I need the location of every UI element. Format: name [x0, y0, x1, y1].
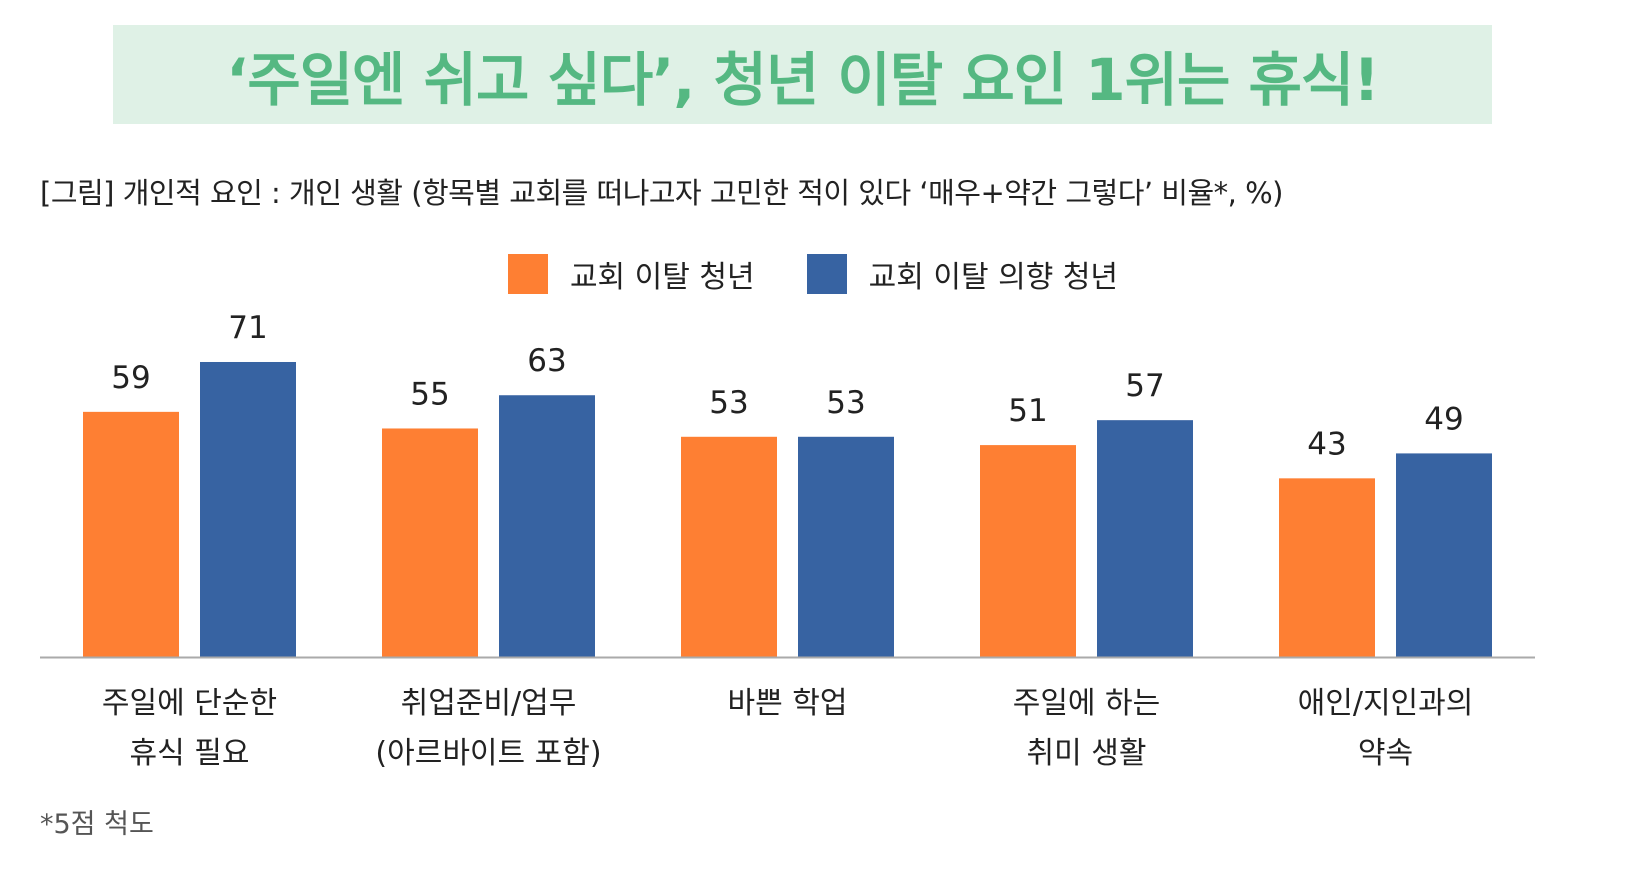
title-banner: ‘주일엔 쉬고 싶다’, 청년 이탈 요인 1위는 휴식!	[113, 25, 1492, 124]
bar	[1279, 478, 1375, 657]
data-label: 59	[111, 360, 150, 396]
data-label: 43	[1307, 426, 1346, 462]
data-label: 57	[1125, 368, 1164, 404]
category-label: 취미 생활	[1027, 736, 1147, 771]
legend-item-series2: 교회 이탈 의향 청년	[806, 252, 1119, 296]
data-label: 53	[709, 385, 748, 421]
chart-subtitle: [그림] 개인적 요인 : 개인 생활 (항목별 교회를 떠나고자 고민한 적이…	[40, 176, 1283, 210]
category-label: 바쁜 학업	[728, 686, 848, 721]
data-label: 63	[527, 343, 566, 379]
legend-item-series1: 교회 이탈 청년	[507, 252, 755, 296]
bar	[83, 411, 179, 657]
data-label: 55	[410, 376, 449, 412]
page-title: ‘주일엔 쉬고 싶다’, 청년 이탈 요인 1위는 휴식!	[226, 45, 1379, 114]
bar	[980, 445, 1076, 657]
bar	[1097, 420, 1193, 657]
category-label: 휴식 필요	[130, 736, 250, 771]
data-label: 51	[1008, 393, 1047, 429]
bar	[798, 436, 894, 657]
category-label: 주일에 하는	[1013, 686, 1161, 721]
legend-swatch-blue	[806, 254, 847, 294]
category-label: 애인/지인과의	[1298, 686, 1474, 721]
data-label: 71	[228, 310, 267, 346]
data-label: 53	[826, 385, 865, 421]
bar	[382, 428, 478, 657]
category-label: 주일에 단순한	[102, 686, 277, 721]
legend-swatch-orange	[507, 254, 548, 294]
bar	[200, 361, 296, 657]
legend-label: 교회 이탈 의향 청년	[868, 260, 1119, 295]
bar	[499, 395, 595, 657]
data-label: 49	[1424, 401, 1463, 437]
legend-label: 교회 이탈 청년	[569, 260, 755, 295]
category-label: 취업준비/업무	[401, 686, 577, 721]
category-label: (아르바이트 포함)	[375, 736, 601, 771]
bar	[681, 436, 777, 657]
category-label: 약속	[1358, 736, 1413, 771]
legend: 교회 이탈 청년 교회 이탈 의향 청년	[0, 252, 1626, 296]
footnote: *5점 척도	[40, 809, 154, 840]
bar	[1396, 453, 1492, 657]
